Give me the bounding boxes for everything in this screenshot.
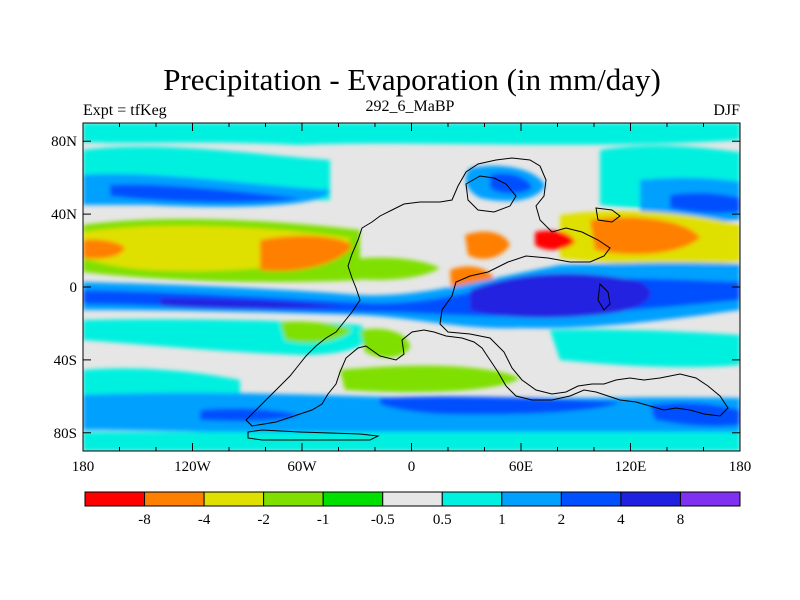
x-tick-label: 120E (615, 459, 647, 475)
coastline-island (595, 207, 621, 223)
legend-label: -8 (138, 512, 151, 528)
field-region (550, 329, 740, 368)
field-region (470, 273, 651, 318)
y-tick-label: 80S (54, 426, 77, 442)
field-region (535, 230, 575, 250)
x-tick-label: 60W (287, 459, 317, 475)
season-label: DJF (713, 102, 740, 119)
y-tick-label: 80N (51, 134, 77, 150)
field-region (345, 257, 440, 280)
x-tick-label: 180 (729, 459, 752, 475)
field-region (670, 192, 740, 214)
x-tick-label: 60E (509, 459, 533, 475)
field-region (490, 173, 532, 194)
coastline (245, 157, 729, 441)
legend-label: -0.5 (371, 512, 395, 528)
legend-swatch (560, 491, 622, 507)
field-region (83, 123, 740, 145)
field-region (280, 321, 352, 343)
y-tick-label: 40S (54, 353, 77, 369)
field-region (590, 217, 700, 255)
field-region (110, 184, 300, 203)
field-region (83, 239, 125, 259)
color-legend: -8 -4 -2 -1 -0.5 0.5 1 2 4 8 (84, 491, 741, 528)
map-field (83, 123, 740, 451)
legend-label: 4 (617, 512, 625, 528)
legend-swatch (620, 491, 681, 507)
page-title: Precipitation - Evaporation (in mm/day) (163, 62, 661, 97)
experiment-label: Expt = tfKeg (83, 102, 167, 119)
legend-swatch (144, 491, 205, 507)
legend-swatch (263, 491, 324, 507)
field-region (465, 231, 510, 259)
legend-label: -4 (198, 512, 211, 528)
x-tick-label: 120W (174, 459, 212, 475)
legend-label: 8 (677, 512, 685, 528)
legend-swatch (322, 491, 384, 507)
legend-swatch (441, 491, 503, 507)
coastline-inland (465, 175, 517, 213)
coastline-main (245, 157, 729, 427)
field-region (83, 432, 740, 451)
legend-label: -2 (257, 512, 270, 528)
x-tick-label: 0 (408, 459, 416, 475)
field-region (200, 408, 300, 422)
legend-label: 2 (558, 512, 566, 528)
axis-ticks: 180 120W 60W 0 60E 120E 180 80N 40N 0 40S 80S (51, 123, 751, 475)
period-label: 292_6_MaBP (365, 98, 455, 115)
legend-label: -1 (317, 512, 330, 528)
legend-label: 0.5 (433, 512, 452, 528)
coastline-antarctic (247, 429, 380, 441)
legend-swatch (382, 491, 443, 507)
legend-swatch (501, 491, 562, 507)
legend-label: 1 (498, 512, 506, 528)
y-tick-label: 0 (70, 280, 78, 296)
legend-swatch (203, 491, 265, 507)
field-region (340, 365, 520, 393)
x-tick-label: 180 (72, 459, 95, 475)
field-region (160, 298, 340, 309)
y-tick-label: 40N (51, 207, 77, 223)
field-region (260, 235, 352, 272)
field-region (380, 396, 620, 415)
legend-swatch (84, 491, 146, 507)
coastline-island (597, 282, 611, 311)
legend-swatch (679, 491, 741, 507)
